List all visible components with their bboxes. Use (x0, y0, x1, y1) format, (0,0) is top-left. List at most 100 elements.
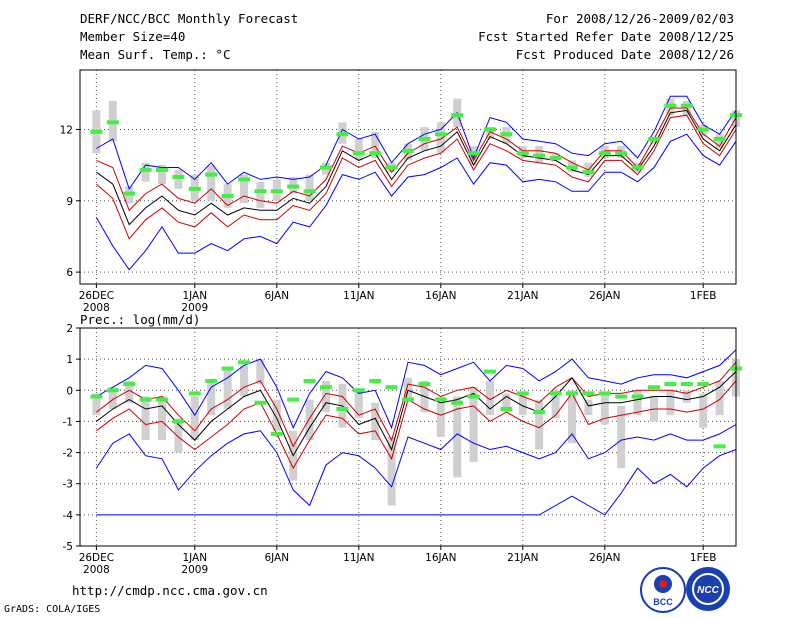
x-tick-label: 16JAN (425, 290, 456, 302)
forecast-marker (320, 165, 332, 170)
spread-box (125, 380, 134, 403)
series-min-line (95, 424, 737, 507)
forecast-marker (648, 136, 660, 141)
forecast-marker (664, 382, 677, 387)
ncc-logo: NCC (686, 567, 730, 611)
forecast-marker (516, 151, 529, 156)
variable-label: Mean Surf. Temp.: °C (80, 47, 231, 62)
forecast-marker (467, 151, 480, 156)
spread-box (486, 127, 494, 139)
x-tick-year: 2009 (181, 564, 208, 576)
forecast-marker (418, 136, 431, 141)
series-mean-line (96, 371, 737, 457)
forecast-marker (402, 148, 414, 153)
y-tick-label: 12 (60, 124, 73, 136)
fcst-produced-date: Fcst Produced Date 2008/12/26 (515, 47, 734, 62)
grads-credit: GrADS: COLA/IGES (4, 604, 101, 615)
forecast-marker (123, 382, 136, 387)
forecast-marker (582, 170, 595, 175)
y-tick-label: -2 (63, 448, 73, 460)
source-url[interactable]: http://cmdp.ncc.cma.gov.cn (72, 583, 268, 598)
x-tick-label: 1JAN (182, 290, 207, 302)
spread-box (568, 390, 576, 444)
bcc-logo: BCC (640, 567, 686, 613)
forecast-marker (254, 400, 267, 405)
y-tick-label: 9 (66, 196, 73, 208)
precip-panel-label: Prec.: log(mm/d) (80, 312, 201, 327)
forecast-marker (139, 167, 152, 172)
spread-box (272, 399, 281, 431)
forecast-marker (500, 406, 513, 411)
x-tick-label: 6JAN (264, 290, 289, 302)
x-tick-label: 26JAN (589, 290, 620, 302)
spread-box (158, 165, 166, 185)
x-tick-label: 1FEB (690, 290, 717, 302)
forecast-marker (221, 366, 234, 371)
spread-box (190, 396, 199, 441)
series-upper-line (96, 107, 737, 212)
y-tick-label: -5 (63, 541, 73, 553)
spread-box (502, 393, 511, 413)
forecast-marker (205, 172, 218, 177)
spread-box (322, 380, 330, 413)
spread-box (617, 405, 626, 469)
forecast-marker (156, 397, 168, 402)
forecast-marker (320, 385, 332, 390)
x-tick-year: 2009 (181, 302, 208, 314)
forecast-marker (549, 391, 562, 396)
spread-box (240, 174, 248, 204)
forecast-marker (566, 165, 578, 170)
spread-box (256, 359, 265, 385)
forecast-marker (664, 103, 677, 108)
spread-box (436, 122, 445, 154)
spread-box (371, 402, 380, 441)
spread-box (354, 138, 363, 161)
spread-box (387, 437, 396, 506)
x-tick-label: 16JAN (425, 552, 456, 564)
forecast-marker (713, 136, 726, 141)
forecast-marker (533, 153, 546, 158)
forecast-marker (336, 406, 349, 411)
series-upper-line (96, 361, 737, 448)
forecast-marker (303, 189, 316, 194)
spread-box (174, 169, 183, 189)
spread-box (699, 393, 708, 428)
x-tick-label: 1JAN (182, 552, 207, 564)
x-tick-label: 1FEB (690, 552, 717, 564)
plot-frame (79, 327, 737, 547)
series-min-line (95, 133, 737, 271)
ncc-emblem-icon: NCC (692, 573, 724, 605)
forecast-marker (336, 132, 349, 137)
forecast-marker (90, 394, 103, 399)
forecast-marker (598, 391, 611, 396)
x-tick-label: 26JAN (589, 552, 620, 564)
x-tick-label: 11JAN (343, 290, 374, 302)
forecast-marker (172, 175, 185, 179)
forecast-marker (451, 400, 464, 405)
forecast-marker (566, 391, 578, 396)
forecast-marker (648, 385, 660, 390)
forecast-marker (402, 397, 414, 402)
forecast-marker (221, 194, 234, 199)
forecast-marker (615, 394, 628, 399)
spread-box (666, 390, 675, 416)
spread-box (715, 134, 724, 149)
forecast-marker (533, 410, 546, 415)
spread-box (174, 418, 183, 453)
y-tick-label: 1 (66, 354, 73, 366)
bcc-logo-text: BCC (653, 597, 673, 607)
spread-box (469, 387, 478, 462)
spread-box (354, 390, 363, 419)
spread-box (535, 399, 544, 450)
y-tick-label: 6 (66, 267, 73, 279)
series-max-line (96, 95, 737, 191)
forecast-marker (123, 191, 136, 196)
forecast-marker (238, 177, 250, 182)
x-tick-label: 26DEC (79, 552, 114, 564)
forecast-marker (270, 431, 283, 436)
series-min_floor-line (96, 449, 737, 516)
spread-box (207, 165, 216, 201)
forecast-marker (484, 127, 496, 132)
